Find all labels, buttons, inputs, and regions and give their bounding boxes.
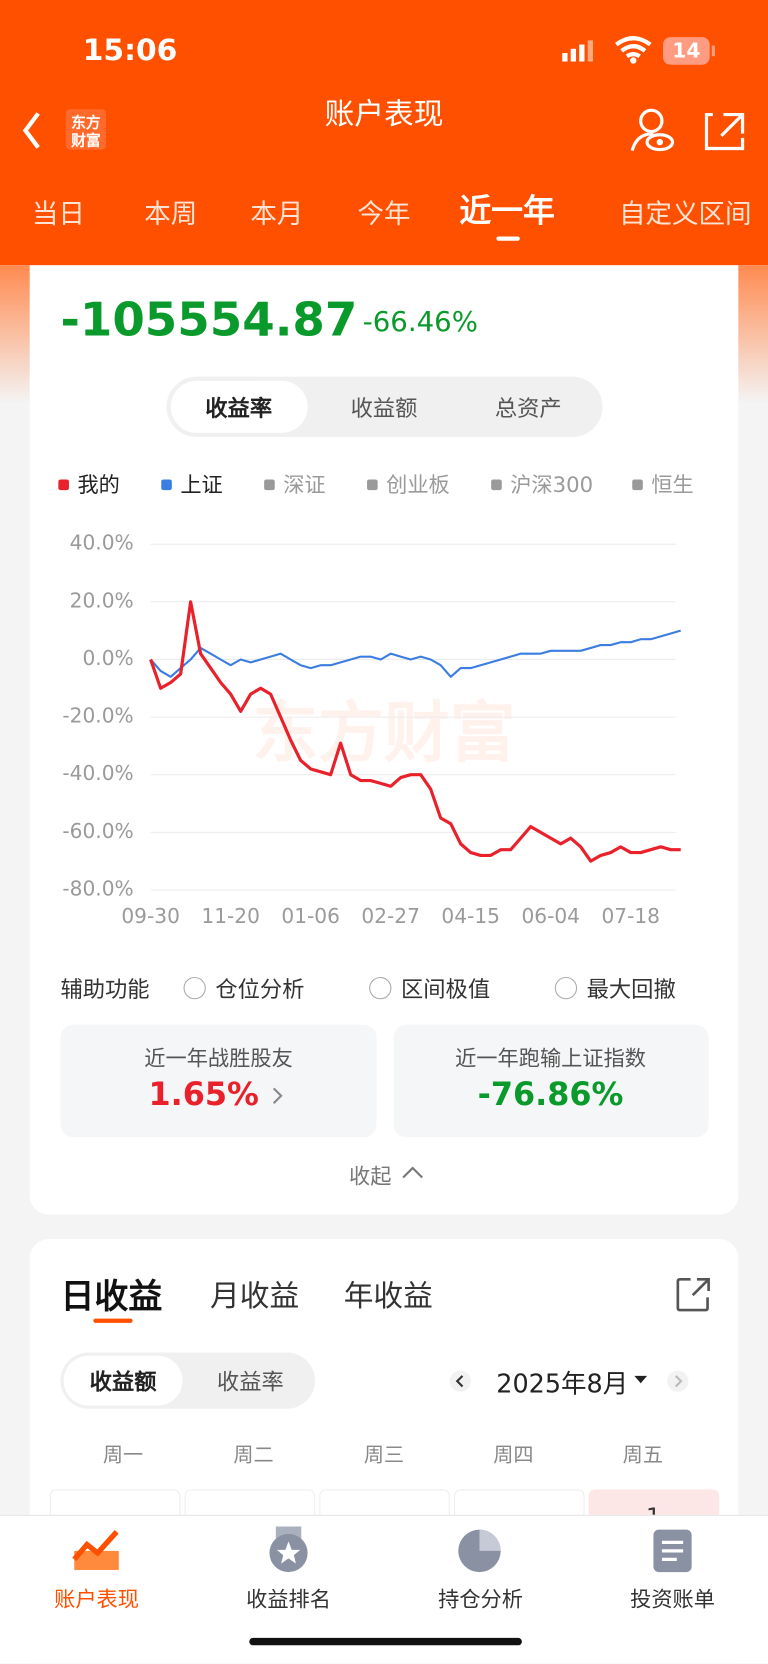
next-month[interactable] bbox=[666, 1369, 689, 1392]
metric-tab[interactable]: 收益额 bbox=[350, 395, 418, 422]
legend-swatch bbox=[491, 479, 502, 491]
nav-icon[interactable] bbox=[457, 1528, 504, 1575]
legend-swatch bbox=[58, 479, 69, 491]
dropdown[interactable] bbox=[633, 1375, 648, 1386]
stat-card[interactable] bbox=[60, 1024, 377, 1138]
nav-label-active[interactable]: 账户表现 bbox=[54, 1586, 139, 1612]
period-tab[interactable]: 当日 bbox=[31, 198, 85, 230]
back-button[interactable] bbox=[21, 109, 42, 151]
y-tick-label: -80.0% bbox=[62, 877, 133, 901]
assist-option[interactable]: 最大回撤 bbox=[586, 976, 676, 1003]
y-tick-label: -20.0% bbox=[62, 704, 133, 728]
income-tab-active[interactable]: 日收益 bbox=[60, 1276, 163, 1317]
x-tick-label: 11-20 bbox=[201, 904, 260, 928]
metric-switch-active bbox=[170, 380, 308, 433]
nav-label[interactable]: 投资账单 bbox=[630, 1586, 715, 1612]
legend-label: 上证 bbox=[180, 473, 222, 498]
y-tick-label: 40.0% bbox=[70, 531, 134, 555]
nav-icon[interactable] bbox=[72, 1528, 121, 1573]
nav-icon[interactable] bbox=[267, 1525, 309, 1574]
stat-value: -76.86% bbox=[477, 1076, 624, 1114]
weekday: 周一 bbox=[102, 1443, 144, 1467]
status-icons bbox=[562, 36, 715, 65]
stat-card bbox=[393, 1024, 709, 1138]
x-tick-label: 02-27 bbox=[361, 904, 420, 928]
assist-label: 辅助功能 bbox=[60, 976, 150, 1003]
logo-text: 东方 bbox=[71, 114, 101, 132]
stat-title: 近一年跑输上证指数 bbox=[455, 1045, 647, 1071]
tab-underline bbox=[93, 1318, 133, 1323]
period-tab[interactable]: 自定义区间 bbox=[618, 198, 752, 230]
radio[interactable] bbox=[554, 976, 578, 1000]
legend-swatch bbox=[264, 479, 275, 491]
weekday: 周三 bbox=[363, 1443, 405, 1467]
nav-label[interactable]: 收益排名 bbox=[246, 1586, 331, 1612]
battery: 14 bbox=[672, 39, 701, 63]
header-bg bbox=[0, 0, 768, 266]
prev-month[interactable] bbox=[449, 1369, 472, 1392]
logo-text: 财富 bbox=[71, 132, 101, 150]
series-line bbox=[149, 600, 681, 863]
assist-option[interactable]: 仓位分析 bbox=[215, 976, 305, 1003]
month-picker[interactable]: 2025年8月 bbox=[496, 1368, 629, 1399]
tab-underline bbox=[496, 236, 520, 241]
stat-title: 近一年战胜股友 bbox=[144, 1045, 293, 1071]
y-tick-label: -40.0% bbox=[62, 761, 133, 785]
weekday: 周四 bbox=[493, 1443, 534, 1467]
income-switch-active bbox=[63, 1355, 183, 1406]
y-tick-label: 0.0% bbox=[82, 646, 133, 670]
logo: 东方 财富 bbox=[65, 109, 107, 150]
period-tab-active[interactable]: 近一年 bbox=[459, 193, 555, 231]
legend-label: 深证 bbox=[283, 473, 325, 498]
y-tick-label: -60.0% bbox=[62, 819, 133, 843]
profit-rate: -66.46% bbox=[362, 306, 478, 339]
weekday: 周二 bbox=[233, 1443, 274, 1467]
chart: 东方财富 我的 上证 深证 创业板 沪深300 恒生 -80.0% -60.0% -40.0% -… bbox=[58, 473, 694, 928]
share-icon[interactable] bbox=[676, 1276, 712, 1312]
nav-label[interactable]: 持仓分析 bbox=[438, 1586, 523, 1612]
period-tab[interactable]: 本周 bbox=[144, 198, 198, 230]
header-icons[interactable] bbox=[628, 106, 755, 157]
time: 15:06 bbox=[82, 32, 178, 68]
watermark: 东方财富 bbox=[253, 694, 516, 771]
series-line bbox=[149, 629, 682, 678]
chevron bbox=[272, 1087, 283, 1104]
period-tab[interactable]: 今年 bbox=[357, 198, 411, 230]
period-tab[interactable]: 本月 bbox=[250, 198, 304, 230]
legend-swatch bbox=[632, 479, 643, 491]
legend-label: 恒生 bbox=[651, 473, 693, 498]
assist-option[interactable]: 区间极值 bbox=[400, 976, 491, 1003]
legend-label: 沪深300 bbox=[510, 473, 593, 498]
legend-swatch bbox=[367, 479, 378, 491]
legend-swatch bbox=[161, 479, 172, 491]
metric-tab[interactable]: 收益率 bbox=[205, 395, 273, 422]
x-tick-label: 06-04 bbox=[521, 904, 580, 928]
y-tick-label: 20.0% bbox=[70, 588, 134, 612]
x-tick-label: 07-18 bbox=[601, 904, 660, 928]
metric-tab[interactable]: 总资产 bbox=[494, 395, 562, 422]
legend-label: 创业板 bbox=[386, 473, 450, 498]
stat-value: 1.65% bbox=[148, 1076, 259, 1114]
income-tab[interactable]: 年收益 bbox=[343, 1278, 433, 1314]
income-tab[interactable]: 月收益 bbox=[210, 1278, 300, 1314]
page-title: 账户表现 bbox=[324, 96, 444, 132]
collapse-arrow[interactable] bbox=[401, 1165, 424, 1180]
total-profit: -105554.87 bbox=[60, 293, 358, 348]
collapse[interactable]: 收起 bbox=[349, 1163, 392, 1189]
nav-icon[interactable] bbox=[651, 1528, 693, 1575]
legend-label: 我的 bbox=[77, 473, 119, 498]
x-tick-label: 04-15 bbox=[441, 904, 500, 928]
x-tick-label: 01-06 bbox=[281, 904, 340, 928]
weekday: 周五 bbox=[622, 1443, 664, 1467]
x-tick-label: 09-30 bbox=[121, 904, 180, 928]
income-toggle[interactable]: 收益率 bbox=[216, 1369, 284, 1395]
radio[interactable] bbox=[369, 976, 392, 1000]
radio[interactable] bbox=[183, 976, 206, 1000]
home-indicator bbox=[249, 1637, 522, 1646]
income-toggle[interactable]: 收益额 bbox=[89, 1369, 157, 1395]
